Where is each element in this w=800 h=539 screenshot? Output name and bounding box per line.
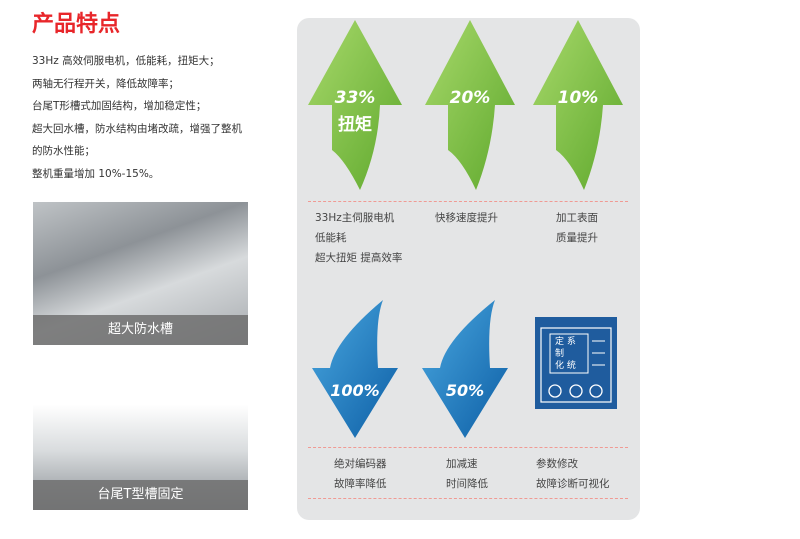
feature-item: 超大回水槽，防水结构由堵改疏，增强了整机的防水性能；: [32, 122, 242, 158]
arrow-value: 100%: [330, 381, 380, 400]
photo-caption: 台尾T型槽固定: [33, 480, 248, 510]
divider: [308, 447, 628, 448]
system-icon-text: 定 系 制 化 统: [555, 337, 576, 371]
up-arrow-icon: [308, 20, 402, 190]
feature-caption: 绝对编码器 故障率降低: [334, 458, 387, 490]
arrow-value: 33%: [334, 88, 376, 108]
custom-system-icon: [535, 317, 617, 409]
tailstock-photo: 台尾T型槽固定: [33, 378, 248, 510]
feature-caption: 参数修改 故障诊断可视化: [536, 458, 610, 490]
feature-item: 33Hz 高效伺服电机，低能耗，扭矩大；: [32, 55, 220, 67]
feature-caption: 加工表面 质量提升: [556, 212, 598, 244]
feature-item: 整机重量增加 10%-15%。: [32, 167, 160, 180]
divider: [308, 498, 628, 499]
feature-item: 两轴无行程开关，降低故障率；: [32, 77, 179, 90]
feature-list: 33Hz 高效伺服电机，低能耗，扭矩大； 两轴无行程开关，降低故障率； 台尾T形…: [32, 50, 252, 185]
up-arrow-icon: [425, 20, 515, 190]
arrow-value: 50%: [445, 381, 485, 400]
up-arrow-icon: [533, 20, 623, 190]
arrow-subtitle: 扭矩: [338, 115, 372, 135]
feature-caption: 快移速度提升: [435, 212, 498, 224]
feature-item: 台尾T形槽式加固结构，增加稳定性；: [32, 100, 207, 112]
water-tank-photo: 超大防水槽: [33, 202, 248, 345]
down-arrow-icon: [312, 300, 398, 438]
photo-caption: 超大防水槽: [33, 315, 248, 345]
divider: [308, 201, 628, 202]
arrow-value: 20%: [449, 88, 491, 108]
down-arrow-icon: [422, 300, 508, 438]
feature-caption: 33Hz主伺服电机 低能耗 超大扭矩 提高效率: [315, 212, 403, 264]
arrow-value: 10%: [557, 88, 599, 108]
page-title: 产品特点: [32, 12, 121, 37]
feature-caption: 加减速 时间降低: [446, 458, 488, 490]
